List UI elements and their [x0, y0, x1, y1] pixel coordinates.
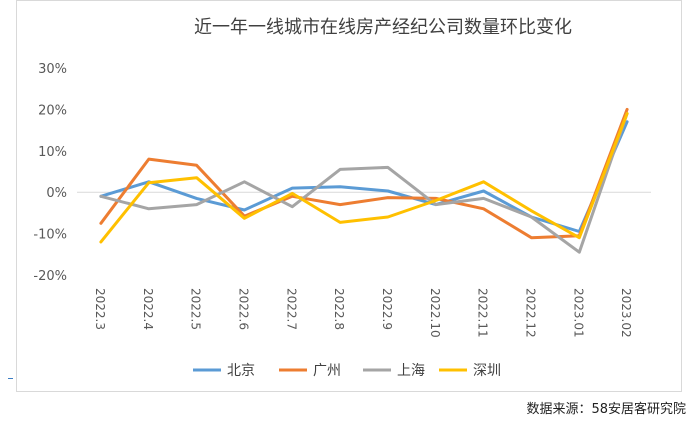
y-tick-label: -10%: [33, 228, 67, 243]
chart-frame: 近一年一线城市在线房产经纪公司数量环比变化 30% 20% 10% 0% -10% -20…: [16, 0, 682, 392]
x-tick-label: 2022.11: [476, 288, 490, 338]
legend-label: 深圳: [473, 363, 501, 379]
y-tick-label: 20%: [38, 103, 67, 118]
legend: 北京 广州 上海 深圳: [193, 363, 501, 379]
x-tick-label: 2023.02: [619, 288, 633, 338]
x-tick-label: 2022.6: [236, 288, 250, 330]
y-tick-label: 10%: [38, 145, 67, 160]
series-lines: [99, 107, 629, 254]
x-tick-label: 2022.10: [428, 288, 442, 338]
source-note: 数据来源：58安居客研究院: [526, 402, 686, 417]
x-tick-label: 2022.12: [523, 288, 537, 338]
x-tick-label: 2022.5: [189, 288, 203, 330]
series-line-深圳: [99, 112, 629, 244]
chart-title: 近一年一线城市在线房产经纪公司数量环比变化: [194, 17, 572, 38]
legend-label: 北京: [227, 363, 255, 379]
line-chart: 近一年一线城市在线房产经纪公司数量环比变化 30% 20% 10% 0% -10% -20…: [33, 17, 651, 379]
y-tick-label: -20%: [33, 269, 67, 284]
x-tick-label: 2022.4: [141, 288, 155, 330]
series-line-北京: [99, 120, 629, 233]
x-axis-ticks: 2022.3 2022.4 2022.5 2022.6 2022.7 2022.8 2022…: [93, 288, 633, 338]
x-tick-label: 2022.8: [332, 288, 346, 330]
legend-label: 广州: [313, 363, 341, 379]
y-tick-label: 30%: [38, 62, 67, 77]
legend-label: 上海: [397, 363, 425, 379]
x-tick-label: 2022.9: [380, 288, 394, 330]
x-tick-label: 2022.3: [93, 288, 107, 330]
x-tick-label: 2022.7: [284, 288, 298, 330]
x-tick-label: 2023.01: [571, 288, 585, 338]
series-line-广州: [99, 107, 629, 240]
y-tick-label: 0%: [46, 186, 67, 201]
y-axis-ticks: 30% 20% 10% 0% -10% -20%: [33, 62, 67, 284]
decorative-dash: [8, 378, 13, 379]
series-line-上海: [99, 112, 629, 254]
